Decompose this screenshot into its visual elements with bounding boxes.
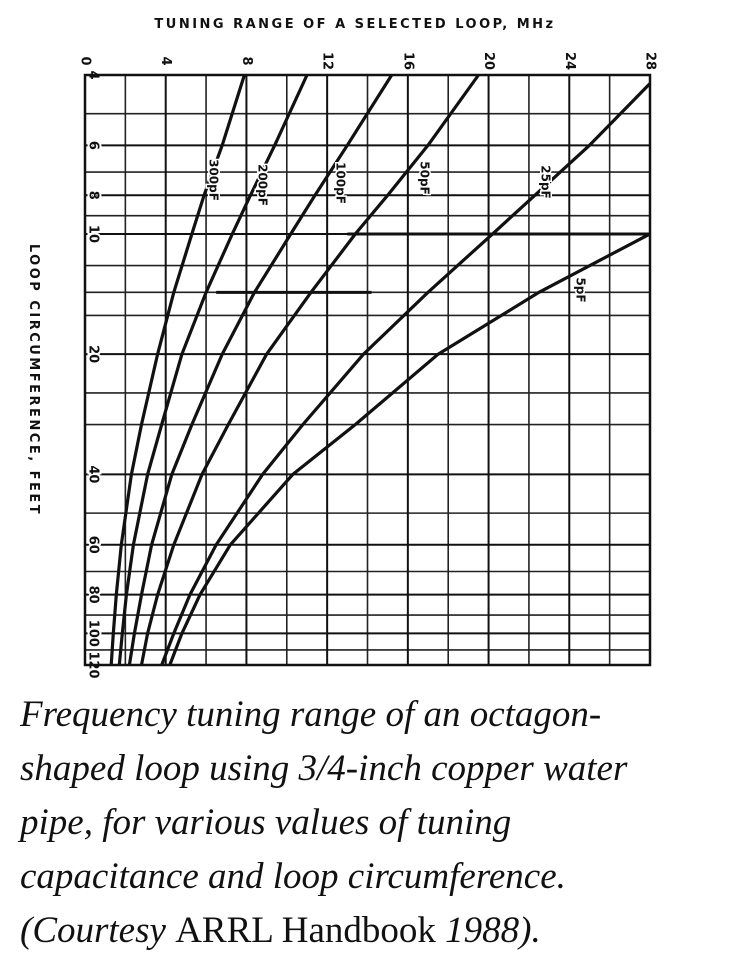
y-axis-title: LOOP CIRCUMFERENCE, FEET — [26, 244, 41, 516]
curve-label: 200pF — [256, 164, 270, 206]
y-tick-label: 100 — [86, 620, 101, 647]
curve — [127, 74, 394, 666]
curve-label: 300pF — [207, 159, 221, 201]
caption-line: pipe, for various values of tuning — [20, 802, 512, 843]
x-tick-label: 20 — [481, 52, 496, 70]
curve — [160, 82, 652, 666]
x-tick-label: 12 — [320, 52, 335, 70]
y-tick-label: 20 — [86, 345, 101, 363]
x-tick-label: 4 — [158, 56, 173, 65]
curve-label: 50pF — [418, 161, 432, 195]
credit-text: (Courtesy — [20, 910, 166, 951]
caption-line: capacitance and loop circumference. — [20, 856, 566, 897]
x-tick-label: 16 — [400, 52, 415, 70]
y-tick-label: 60 — [86, 536, 101, 554]
y-tick-label: 40 — [86, 465, 101, 483]
chart: TUNING RANGE OF A SELECTED LOOP, MHz LOO… — [26, 17, 658, 681]
y-tick-label: 8 — [86, 191, 101, 200]
curve-label: 5pF — [574, 277, 588, 302]
curve — [109, 74, 246, 666]
credit-year: 1988). — [445, 910, 541, 951]
curve — [168, 232, 651, 666]
caption-line: shaped loop using 3/4-inch copper water — [20, 748, 628, 789]
y-tick-label: 10 — [86, 225, 101, 243]
credit-source: ARRL Handbook — [175, 910, 436, 951]
plot-frame — [83, 73, 652, 667]
curve-label: 100pF — [334, 162, 348, 204]
x-tick-label: 24 — [562, 52, 577, 70]
x-tick-label: 28 — [643, 52, 658, 70]
caption-credit: (Courtesy ARRL Handbook 1988). — [20, 904, 730, 958]
caption-line: Frequency tuning range of an octagon- — [20, 694, 602, 735]
x-tick-label: 0 — [78, 56, 93, 65]
curve-label: 25pF — [539, 165, 553, 199]
caption: Frequency tuning range of an octagon- sh… — [20, 688, 730, 958]
y-tick-label: 6 — [86, 141, 101, 150]
x-tick-label: 8 — [239, 56, 254, 65]
y-tick-label: 80 — [86, 586, 101, 604]
curve — [139, 74, 480, 666]
curve — [117, 74, 309, 666]
chart-title: TUNING RANGE OF A SELECTED LOOP, MHz — [154, 17, 555, 32]
